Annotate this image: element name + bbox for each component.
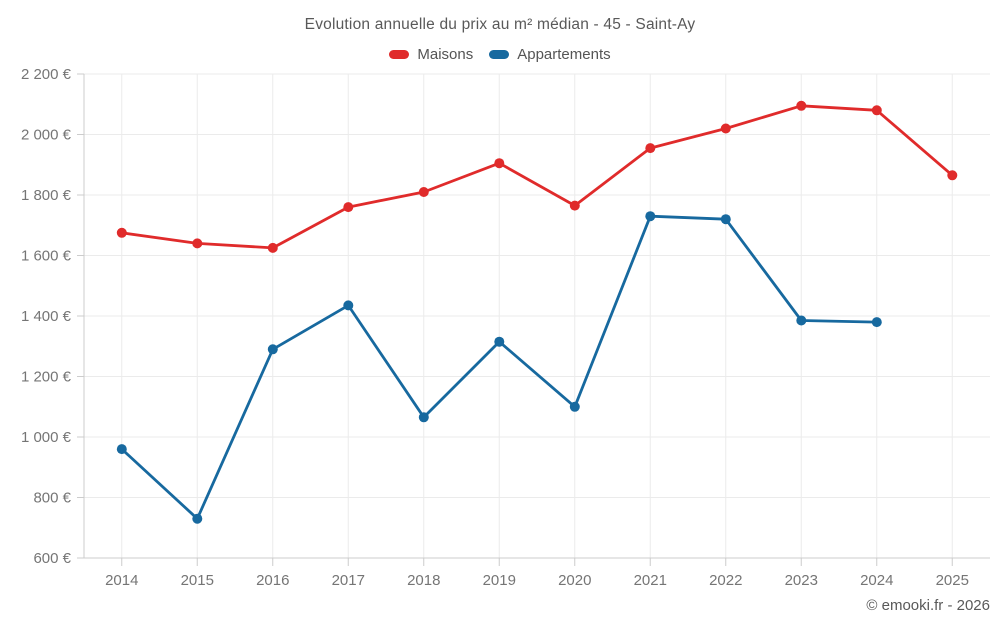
point-maisons-2016[interactable] [267,242,278,253]
x-axis-tick-label: 2017 [332,572,365,589]
series-line-maisons [120,104,954,250]
legend-swatch-icon [389,50,410,59]
point-maisons-2021[interactable] [645,143,656,154]
legend-label: Maisons [417,46,474,63]
point-maisons-2019[interactable] [494,158,505,169]
x-axis-tick-label: 2024 [860,572,893,589]
legend-item-appartements[interactable]: Appartements [489,46,611,63]
point-maisons-2017[interactable] [343,202,354,213]
y-axis-tick-label: 1 200 € [21,369,72,386]
chart-title: Evolution annuelle du prix au m² médian … [304,16,696,33]
point-appartements-2015[interactable] [192,513,203,524]
copyright-text: © emooki.fr - 2026 [866,597,990,614]
x-axis-tick-label: 2018 [407,572,440,589]
y-axis-tick-label: 1 400 € [21,308,72,325]
y-axis-tick-label: 1 800 € [21,187,72,204]
x-axis-tick-label: 2015 [181,572,214,589]
x-axis-tick-label: 2025 [936,572,969,589]
y-axis-tick-label: 1 600 € [21,248,72,265]
point-appartements-2021[interactable] [645,211,656,222]
legend-swatch-icon [489,50,510,59]
x-axis-tick-label: 2014 [105,572,138,589]
chart-legend: Maisons Appartements [0,46,1000,63]
x-axis-tick-label: 2022 [709,572,742,589]
x-axis-tick-label: 2016 [256,572,289,589]
point-appartements-2024[interactable] [871,317,882,328]
point-maisons-2025[interactable] [947,170,958,181]
y-axis-tick-label: 800 € [33,490,71,507]
legend-label: Appartements [517,46,611,63]
point-appartements-2016[interactable] [267,344,278,355]
point-maisons-2020[interactable] [569,200,580,211]
x-axis-tick-label: 2020 [558,572,591,589]
y-axis-tick-label: 600 € [33,550,71,567]
point-appartements-2018[interactable] [418,412,429,423]
y-axis-tick-label: 1 000 € [21,429,72,446]
x-axis-tick-label: 2019 [483,572,516,589]
legend-item-maisons[interactable]: Maisons [389,46,473,63]
point-maisons-2023[interactable] [796,100,807,111]
point-maisons-2015[interactable] [192,238,203,249]
point-maisons-2014[interactable] [116,227,127,238]
point-appartements-2022[interactable] [720,214,731,225]
y-axis-tick-label: 2 000 € [21,127,72,144]
x-axis-tick-label: 2023 [785,572,818,589]
point-maisons-2022[interactable] [720,123,731,134]
x-axis-tick-label: 2021 [634,572,667,589]
point-appartements-2020[interactable] [569,401,580,412]
point-maisons-2024[interactable] [871,105,882,116]
point-appartements-2023[interactable] [796,315,807,326]
y-axis-tick-label: 2 200 € [21,66,72,83]
point-appartements-2017[interactable] [343,300,354,311]
point-appartements-2019[interactable] [494,336,505,347]
point-maisons-2018[interactable] [418,187,429,197]
point-appartements-2014[interactable] [116,444,127,455]
